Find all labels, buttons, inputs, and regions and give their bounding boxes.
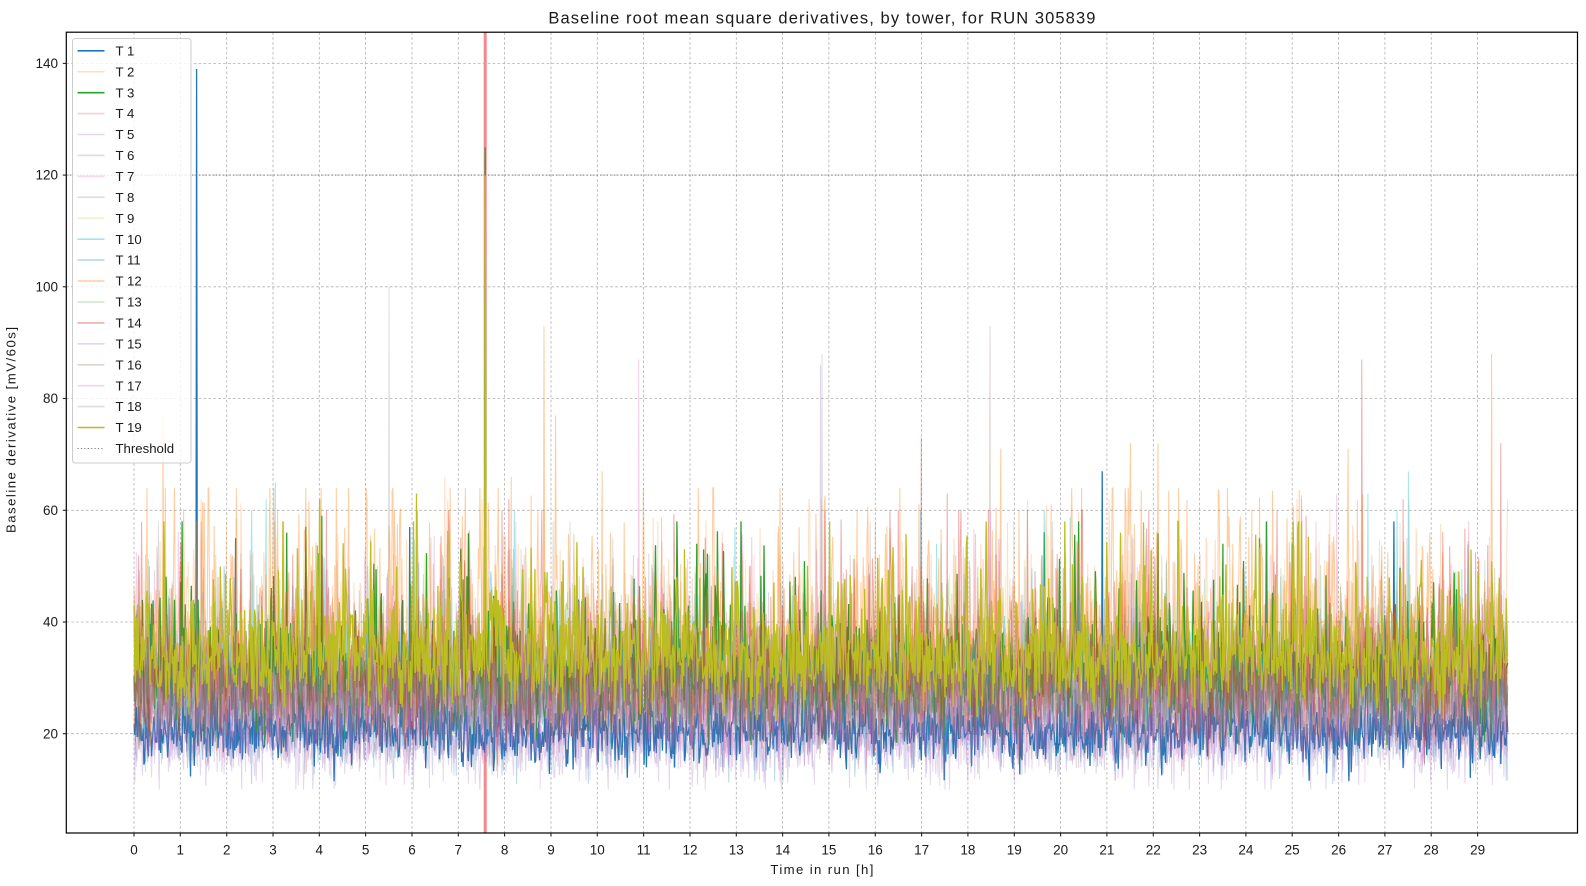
svg-text:4: 4 bbox=[316, 843, 324, 858]
svg-text:T 8: T 8 bbox=[116, 190, 135, 205]
svg-text:T 17: T 17 bbox=[116, 378, 142, 393]
svg-text:13: 13 bbox=[729, 843, 744, 858]
svg-text:24: 24 bbox=[1238, 843, 1254, 858]
svg-text:Time in run [h]: Time in run [h] bbox=[770, 862, 873, 877]
svg-text:T 12: T 12 bbox=[116, 274, 142, 289]
svg-text:80: 80 bbox=[43, 391, 58, 406]
svg-text:100: 100 bbox=[35, 279, 58, 294]
svg-text:21: 21 bbox=[1099, 843, 1114, 858]
svg-text:1: 1 bbox=[177, 843, 185, 858]
svg-text:11: 11 bbox=[637, 843, 651, 858]
svg-text:22: 22 bbox=[1146, 843, 1161, 858]
svg-text:120: 120 bbox=[35, 168, 58, 183]
svg-text:T 5: T 5 bbox=[116, 127, 135, 142]
svg-text:23: 23 bbox=[1192, 843, 1207, 858]
svg-text:14: 14 bbox=[775, 843, 791, 858]
svg-text:12: 12 bbox=[682, 843, 697, 858]
svg-text:T 6: T 6 bbox=[116, 148, 135, 163]
svg-text:18: 18 bbox=[960, 843, 975, 858]
svg-text:19: 19 bbox=[1007, 843, 1022, 858]
svg-text:15: 15 bbox=[821, 843, 836, 858]
svg-text:Threshold: Threshold bbox=[116, 441, 175, 456]
svg-text:T 14: T 14 bbox=[116, 316, 142, 331]
svg-text:T 10: T 10 bbox=[116, 232, 142, 247]
svg-text:Baseline root mean square deri: Baseline root mean square derivatives, b… bbox=[548, 10, 1095, 28]
svg-text:T 13: T 13 bbox=[116, 295, 142, 310]
svg-text:6: 6 bbox=[408, 843, 416, 858]
svg-text:5: 5 bbox=[362, 843, 370, 858]
svg-text:T 19: T 19 bbox=[116, 420, 142, 435]
svg-text:T 9: T 9 bbox=[116, 211, 135, 226]
svg-text:T 15: T 15 bbox=[116, 336, 142, 351]
svg-text:20: 20 bbox=[43, 726, 58, 741]
svg-text:3: 3 bbox=[269, 843, 277, 858]
svg-text:26: 26 bbox=[1331, 843, 1346, 858]
svg-text:T 1: T 1 bbox=[116, 43, 135, 58]
svg-text:T 7: T 7 bbox=[116, 169, 135, 184]
svg-text:7: 7 bbox=[455, 843, 463, 858]
svg-text:T 3: T 3 bbox=[116, 85, 135, 100]
svg-text:20: 20 bbox=[1053, 843, 1068, 858]
svg-text:40: 40 bbox=[43, 615, 58, 630]
svg-text:8: 8 bbox=[501, 843, 509, 858]
svg-text:9: 9 bbox=[547, 843, 555, 858]
svg-text:Baseline derivative [mV/60s]: Baseline derivative [mV/60s] bbox=[4, 327, 19, 533]
svg-text:29: 29 bbox=[1470, 843, 1485, 858]
svg-text:16: 16 bbox=[868, 843, 883, 858]
svg-text:28: 28 bbox=[1424, 843, 1439, 858]
svg-text:0: 0 bbox=[130, 843, 138, 858]
svg-text:T 2: T 2 bbox=[116, 64, 135, 79]
svg-text:25: 25 bbox=[1285, 843, 1300, 858]
svg-text:140: 140 bbox=[35, 56, 58, 71]
svg-text:27: 27 bbox=[1377, 843, 1392, 858]
svg-text:17: 17 bbox=[914, 843, 929, 858]
svg-text:60: 60 bbox=[43, 503, 58, 518]
svg-text:T 16: T 16 bbox=[116, 357, 142, 372]
svg-text:2: 2 bbox=[223, 843, 231, 858]
svg-text:10: 10 bbox=[590, 843, 605, 858]
svg-text:T 4: T 4 bbox=[116, 106, 135, 121]
svg-text:T 11: T 11 bbox=[116, 253, 141, 268]
svg-text:T 18: T 18 bbox=[116, 399, 142, 414]
